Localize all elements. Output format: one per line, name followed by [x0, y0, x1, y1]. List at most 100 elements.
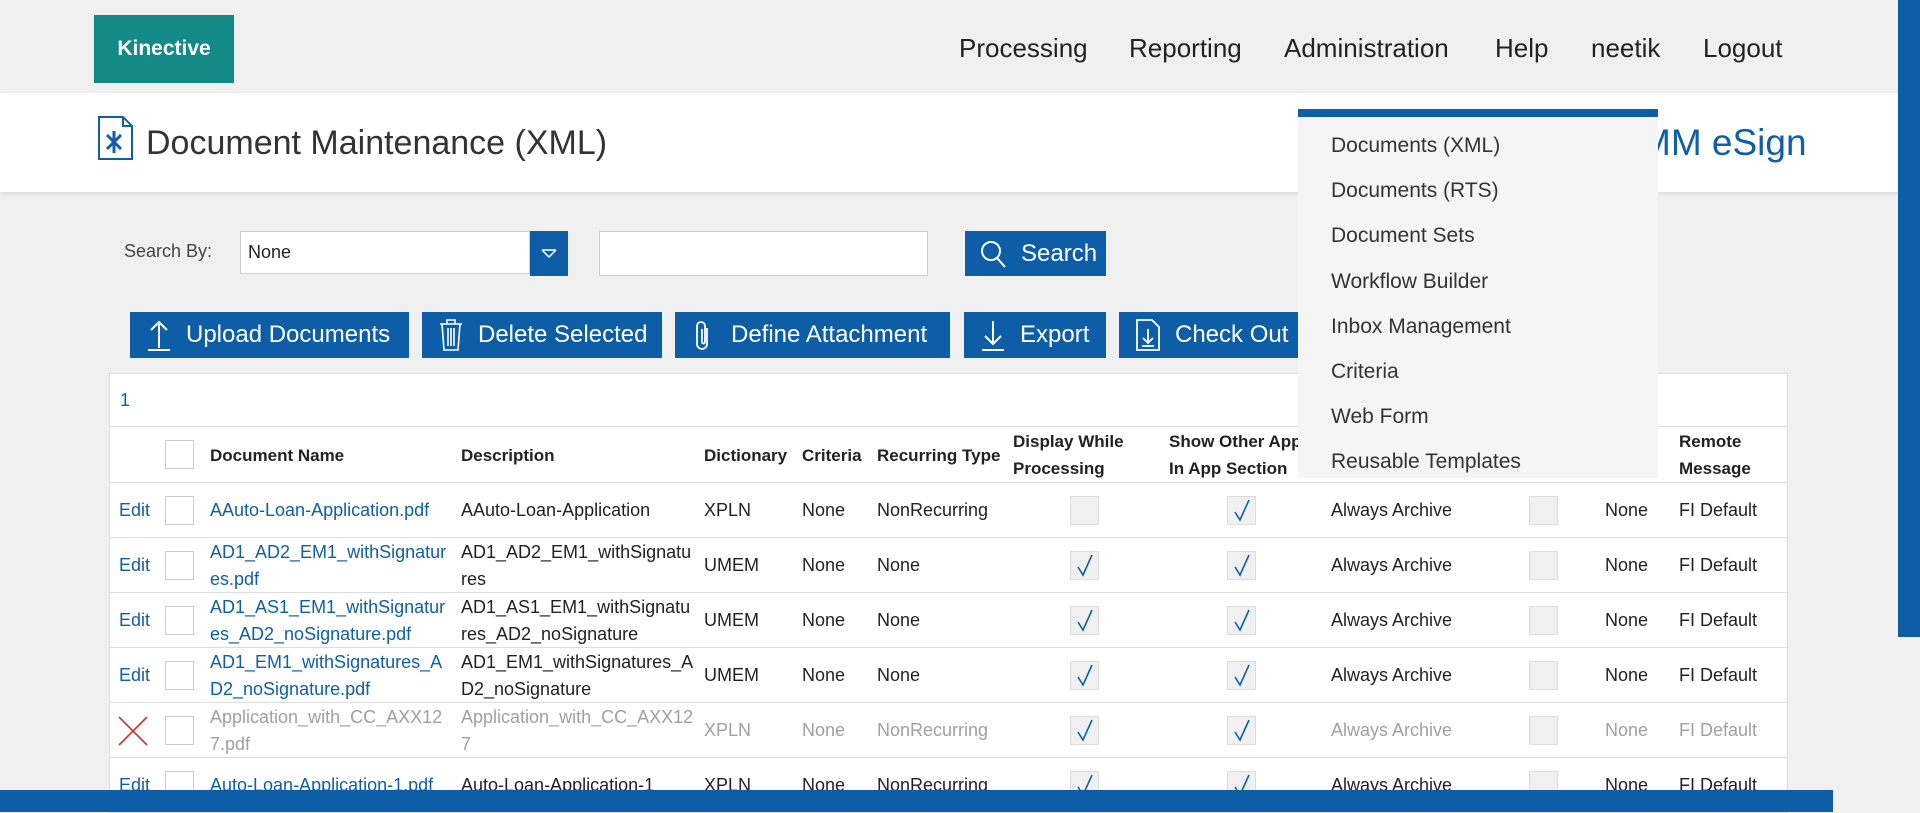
menu-item[interactable]: Documents (RTS) — [1331, 179, 1499, 203]
check-stroke — [1077, 719, 1093, 742]
document-name[interactable]: AAuto-Loan-Application.pdf — [210, 500, 430, 520]
nav-link[interactable]: neetik — [1591, 33, 1661, 63]
show-checkbox[interactable] — [1227, 496, 1256, 525]
brand: MM eSign — [1640, 122, 1807, 163]
menu-item[interactable]: Web Form — [1331, 405, 1429, 429]
search-label: Search By: — [124, 241, 213, 261]
check-stroke — [1234, 499, 1250, 522]
row-checkbox[interactable] — [165, 716, 194, 745]
criteria: None — [802, 555, 846, 575]
column-header: Document Name — [210, 445, 345, 465]
dictionary: XPLN — [704, 720, 752, 740]
remote-message: FI Default — [1679, 720, 1758, 740]
toolbar-button[interactable]: Check Out — [1119, 312, 1298, 358]
description: AAuto-Loan-Application — [461, 500, 651, 520]
page-link[interactable]: 1 — [120, 390, 131, 410]
row-checkbox[interactable] — [165, 551, 194, 580]
toolbar-button[interactable]: Delete Selected — [422, 312, 662, 358]
nav-link[interactable]: Reporting — [1129, 33, 1242, 63]
menu-item[interactable]: Workflow Builder — [1331, 269, 1489, 293]
check-stroke — [1234, 664, 1250, 687]
select-all-checkbox[interactable] — [165, 440, 194, 469]
recurring-type: None — [877, 665, 921, 685]
display-checkbox[interactable] — [1070, 606, 1099, 635]
menu-item[interactable]: Documents (XML) — [1331, 134, 1501, 157]
column-header: Dictionary — [704, 445, 788, 465]
description: AD1_AD2_EM1_withSignatures — [461, 541, 692, 589]
check-stroke — [1077, 609, 1093, 632]
dictionary: XPLN — [704, 500, 752, 520]
edit-link[interactable]: Edit — [119, 500, 151, 520]
description: Application_with_CC_AXX127 — [461, 706, 694, 754]
recurring-type: NonRecurring — [877, 720, 989, 740]
checkmark — [1077, 719, 1093, 742]
table-row: Edit AD1_EM1_withSignatures_AD2_noSignatu… — [110, 648, 1787, 703]
row-checkbox[interactable] — [165, 661, 194, 690]
check-stroke — [1234, 719, 1250, 742]
button-label: Upload Documents — [186, 321, 391, 348]
x-stroke — [118, 716, 148, 746]
archive: Always Archive — [1331, 720, 1453, 740]
checkmark — [1077, 554, 1093, 577]
button-label: Delete Selected — [478, 321, 648, 348]
nav-link[interactable]: Help — [1495, 33, 1549, 63]
check-stroke — [1234, 554, 1250, 577]
column-header: Remote Message — [1679, 432, 1751, 478]
flag-checkbox — [1529, 496, 1558, 525]
edit-link[interactable]: Edit — [119, 610, 151, 630]
edit-link[interactable]: Edit — [119, 555, 151, 575]
checkmark — [1234, 499, 1250, 522]
checkmark — [1234, 609, 1250, 632]
display-checkbox[interactable] — [1070, 551, 1099, 580]
search-input[interactable] — [599, 231, 928, 276]
dictionary: UMEM — [704, 555, 759, 575]
edit-link[interactable]: Edit — [119, 665, 151, 685]
show-checkbox[interactable] — [1227, 661, 1256, 690]
menu-item[interactable]: Inbox Management — [1331, 314, 1511, 338]
nav-link[interactable]: Administration — [1284, 33, 1449, 63]
row-checkbox[interactable] — [165, 496, 194, 525]
value: None — [1605, 720, 1649, 740]
description: AD1_EM1_withSignatures_AD2_noSignature — [461, 651, 694, 699]
menu-item[interactable]: Reusable Templates — [1331, 450, 1521, 474]
toolbar-button[interactable]: Define Attachment — [675, 312, 950, 358]
column-header: Criteria — [802, 445, 862, 465]
column-header: Show Other App In App Section — [1169, 432, 1302, 478]
logo[interactable]: Kinective — [94, 15, 234, 83]
document-name: Application_with_CC_AXX127.pdf — [210, 706, 443, 754]
flag-checkbox — [1529, 551, 1558, 580]
show-checkbox — [1227, 716, 1256, 745]
show-checkbox[interactable] — [1227, 606, 1256, 635]
display-checkbox — [1070, 716, 1099, 745]
check-stroke — [1234, 609, 1250, 632]
menu-item[interactable]: Criteria — [1331, 360, 1399, 383]
column-header: Recurring Type — [877, 445, 1001, 465]
document-name[interactable]: AD1_EM1_withSignatures_AD2_noSignature.p… — [210, 651, 443, 699]
table-row: Edit AD1_AS1_EM1_withSignatures_AD2_noSig… — [110, 593, 1787, 648]
table-row: Application_with_CC_AXX127.pdf Applicatio… — [110, 703, 1787, 758]
search-button[interactable]: Search — [965, 231, 1106, 276]
admin-dropdown: Documents (XML) Documents (RTS) Document S… — [1298, 109, 1658, 478]
toolbar-button[interactable]: Export — [964, 312, 1106, 358]
row-checkbox[interactable] — [165, 606, 194, 635]
column-header: Description — [461, 445, 555, 465]
nav-link[interactable]: Processing — [959, 33, 1088, 63]
nav-link[interactable]: Logout — [1703, 33, 1783, 63]
document-name[interactable]: AD1_AS1_EM1_withSignatures_AD2_noSignatu… — [210, 596, 446, 644]
select-arrow[interactable] — [530, 231, 568, 276]
search-select[interactable]: None — [240, 231, 530, 274]
remote-message: FI Default — [1679, 665, 1758, 685]
value: None — [1605, 610, 1649, 630]
bottom-bar — [0, 790, 1833, 812]
check-stroke — [1077, 664, 1093, 687]
document-name[interactable]: AD1_AD2_EM1_withSignatures.pdf — [210, 541, 447, 589]
table-row: Edit AAuto-Loan-Application.pdf AAuto-Loan… — [110, 483, 1787, 538]
display-checkbox[interactable] — [1070, 496, 1099, 525]
display-checkbox[interactable] — [1070, 661, 1099, 690]
menu-item[interactable]: Document Sets — [1331, 224, 1475, 248]
recurring-type: None — [877, 555, 921, 575]
show-checkbox[interactable] — [1227, 551, 1256, 580]
checkout-icon — [1136, 319, 1160, 351]
flag-checkbox — [1529, 716, 1558, 745]
toolbar-button[interactable]: Upload Documents — [130, 312, 409, 358]
